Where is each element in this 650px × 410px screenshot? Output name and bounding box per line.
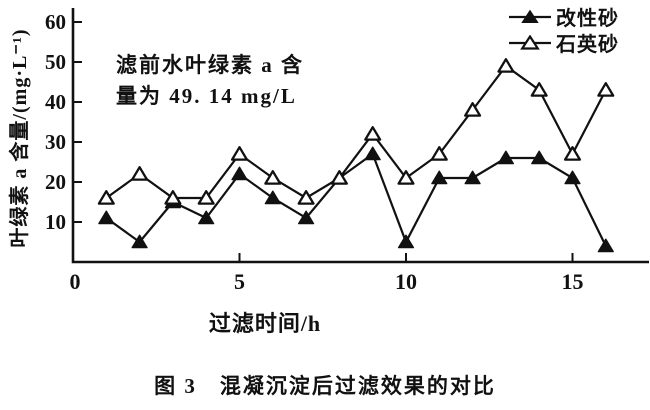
series-quartz-sand-point	[197, 190, 215, 205]
y-tick-label: 30	[45, 130, 66, 154]
x-tick-label: 5	[234, 269, 245, 294]
series-modified-sand-point	[231, 166, 248, 181]
series-quartz-sand-point	[364, 126, 382, 141]
series-modified-sand-point	[564, 170, 581, 185]
x-tick-label: 15	[562, 269, 584, 294]
series-modified-sand-point	[264, 190, 281, 205]
series-quartz-sand-point	[397, 170, 415, 185]
series-quartz-sand-point	[164, 190, 182, 205]
series-modified-sand-point	[464, 170, 481, 185]
series-quartz-sand-point	[430, 146, 448, 161]
series-quartz-sand-point	[530, 82, 548, 97]
series-quartz-sand-point	[264, 170, 282, 185]
series-quartz-sand-point	[563, 146, 582, 161]
legend-item-quartz-sand: 石英砂	[508, 30, 619, 56]
y-tick-label: 60	[45, 10, 66, 34]
series-modified-sand-point	[131, 234, 148, 249]
series-quartz-sand-point	[464, 102, 482, 117]
series-modified-sand-line	[105, 152, 607, 247]
x-tick-label: 10	[395, 269, 417, 294]
series-quartz-sand-point	[131, 166, 149, 181]
series-modified-sand-point	[198, 210, 215, 225]
chart-plot-area: 10 20 30 40 50 60 0 5 10 15	[45, 8, 649, 294]
series-modified-sand-point	[431, 170, 448, 185]
series-quartz-sand-point	[97, 190, 115, 205]
x-axis-label: 过滤时间/h	[208, 311, 322, 336]
x-tick-label: 0	[70, 269, 81, 294]
y-tick-label: 10	[45, 210, 66, 234]
y-tick-label: 20	[45, 170, 66, 194]
series-modified-sand-point	[397, 234, 415, 249]
series-quartz-sand-point	[497, 58, 515, 73]
series-quartz-sand-point	[597, 82, 615, 97]
y-axis-label: 叶绿素 a 含量/(mg·L⁻¹)	[9, 28, 31, 248]
annotation-line-2: 量为 49. 14 mg/L	[116, 84, 297, 108]
series-quartz-sand-point	[230, 146, 249, 161]
figure-caption: 图 3 混凝沉淀后过滤效果的对比	[154, 374, 496, 398]
annotation: 滤前水叶绿素 a 含 量为 49. 14 mg/L	[116, 50, 304, 112]
y-tick-label: 40	[45, 90, 66, 114]
legend: 改性砂 石英砂	[508, 4, 619, 56]
series-modified-sand-point	[98, 210, 115, 225]
legend-label-modified-sand: 改性砂	[556, 8, 619, 30]
axis-lines	[71, 8, 649, 264]
series-modified-sand-point	[364, 146, 381, 161]
series-modified-sand-point	[597, 238, 614, 253]
open-triangle-icon	[509, 34, 551, 50]
series-modified-sand-point	[531, 150, 548, 165]
legend-item-modified-sand: 改性砂	[508, 4, 619, 30]
series-modified-sand-point	[298, 210, 315, 225]
annotation-line-1: 滤前水叶绿素 a 含	[116, 53, 304, 77]
y-tick-label: 50	[45, 50, 66, 74]
series-quartz-sand-line	[105, 64, 607, 200]
series-quartz-sand-point	[297, 190, 315, 205]
series-modified-sand-point	[497, 150, 514, 165]
filled-triangle-icon	[509, 9, 551, 23]
series-quartz-sand-point	[330, 170, 348, 185]
legend-label-quartz-sand: 石英砂	[556, 34, 619, 56]
